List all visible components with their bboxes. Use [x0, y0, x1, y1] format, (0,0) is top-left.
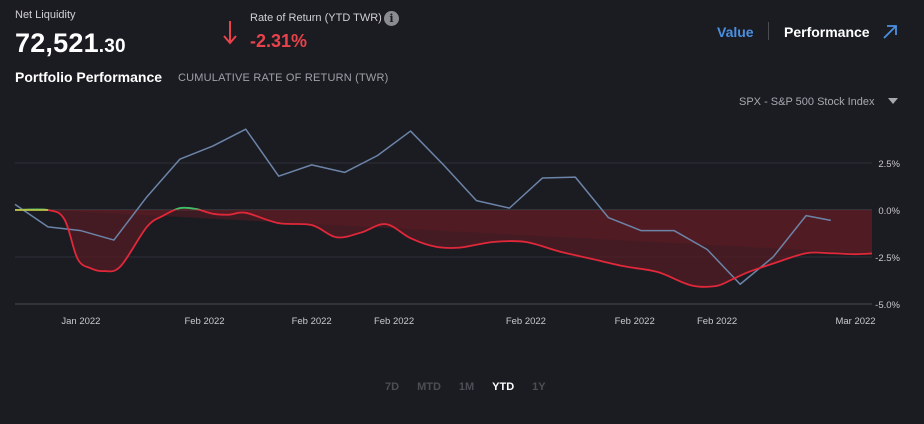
- range-button-1y[interactable]: 1Y: [532, 381, 546, 393]
- x-tick-label: Feb 2022: [374, 316, 414, 327]
- x-tick-label: Jan 2022: [61, 316, 100, 327]
- performance-toggle-button[interactable]: Performance: [784, 24, 870, 40]
- rate-of-return-label: Rate of Return (YTD TWR): [250, 12, 382, 24]
- chart-series: [14, 128, 873, 288]
- chart-labels: 2.5% 0.0% -2.5% -5.0% Jan 2022 Feb 2022 Feb 20…: [61, 159, 900, 327]
- expand-arrow-icon[interactable]: [882, 24, 898, 40]
- info-icon[interactable]: i: [384, 11, 399, 26]
- benchmark-line: [14, 128, 831, 286]
- x-tick-label: Mar 2022: [835, 316, 875, 327]
- range-button-1m[interactable]: 1M: [458, 381, 475, 393]
- caret-down-icon[interactable]: [888, 98, 898, 105]
- arrow-down-icon: [223, 21, 237, 45]
- toggle-divider: [768, 22, 769, 40]
- net-liquidity-value: 72,521.30: [15, 28, 126, 59]
- x-tick-label: Feb 2022: [506, 316, 546, 327]
- rate-of-return-value: -2.31%: [250, 31, 308, 51]
- x-tick-label: Feb 2022: [292, 316, 332, 327]
- range-button-7d[interactable]: 7D: [385, 381, 400, 393]
- net-liquidity-whole: 72,521: [15, 28, 99, 58]
- x-tick-label: Feb 2022: [615, 316, 655, 327]
- value-toggle-button[interactable]: Value: [717, 24, 754, 40]
- x-tick-label: Feb 2022: [697, 316, 737, 327]
- y-tick-label: -2.5%: [875, 253, 900, 264]
- y-tick-label: 2.5%: [878, 159, 900, 170]
- range-button-mtd[interactable]: MTD: [417, 381, 441, 393]
- range-button-ytd[interactable]: YTD: [492, 381, 515, 393]
- y-tick-label: -5.0%: [875, 300, 900, 311]
- net-liquidity-label: Net Liquidity: [15, 9, 76, 21]
- y-tick-label: 0.0%: [878, 206, 900, 217]
- benchmark-selector[interactable]: SPX - S&P 500 Stock Index: [739, 96, 875, 108]
- performance-chart[interactable]: 2.5% 0.0% -2.5% -5.0% Jan 2022 Feb 2022 Feb 20…: [0, 110, 924, 340]
- net-liquidity-decimal: .30: [98, 36, 126, 57]
- range-selector: 7D MTD 1M YTD 1Y: [385, 381, 564, 393]
- portfolio-line: [14, 206, 873, 288]
- section-title: Portfolio Performance: [15, 69, 163, 85]
- section-subtitle: CUMULATIVE RATE OF RETURN (TWR): [178, 72, 389, 84]
- x-tick-label: Feb 2022: [184, 316, 224, 327]
